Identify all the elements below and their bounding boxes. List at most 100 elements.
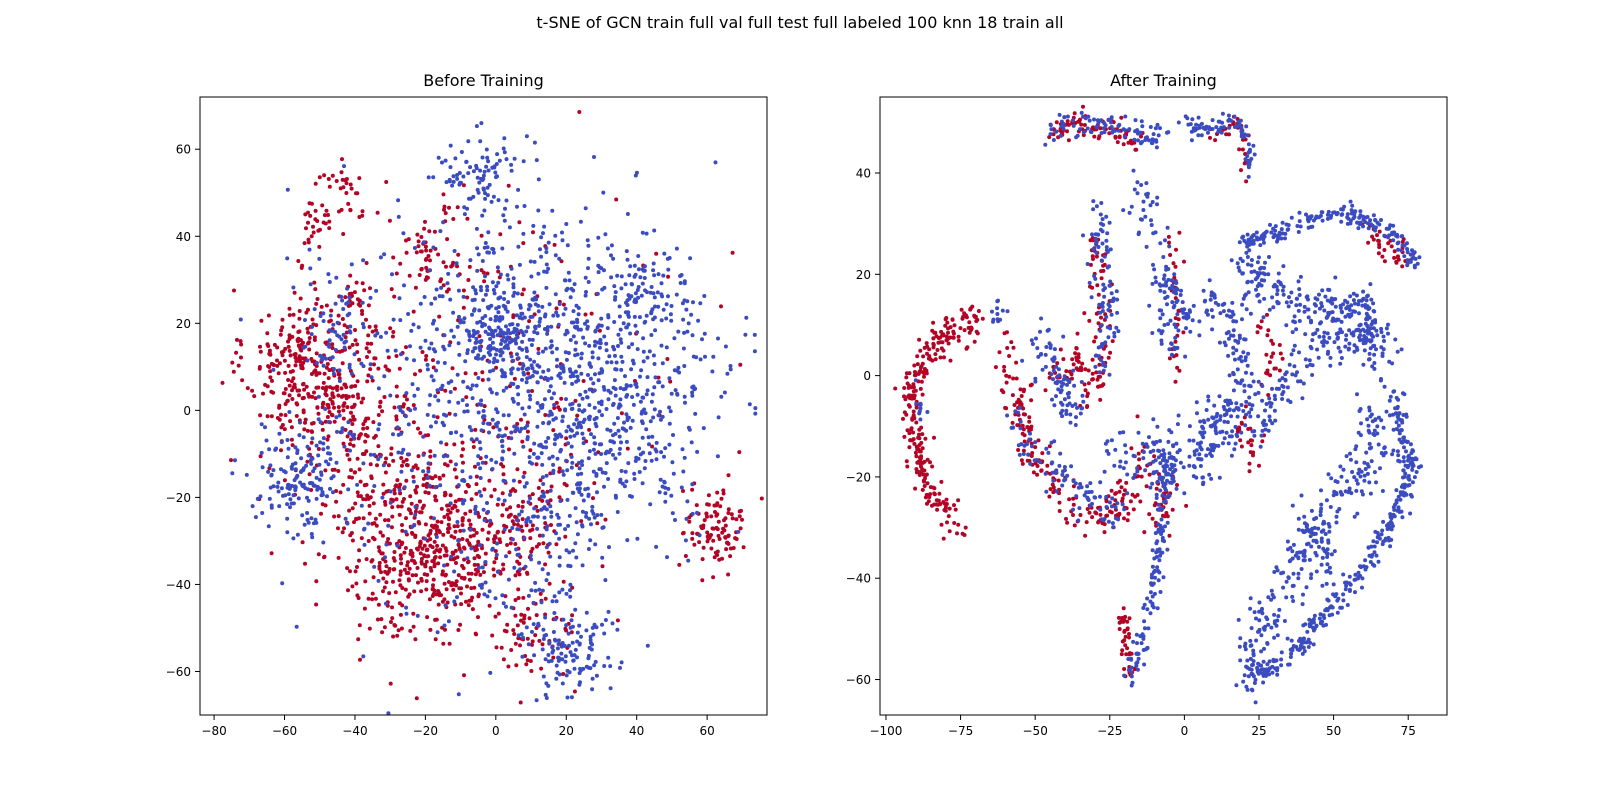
scatter-point: [575, 413, 580, 418]
scatter-point: [560, 419, 565, 424]
scatter-point: [1083, 388, 1088, 393]
scatter-point: [383, 555, 387, 560]
scatter-point: [494, 347, 499, 352]
scatter-point: [1268, 404, 1273, 409]
scatter-point: [545, 524, 550, 529]
scatter-point: [1208, 135, 1212, 140]
scatter-point: [444, 264, 448, 269]
scatter-point: [352, 520, 356, 525]
scatter-point: [643, 319, 648, 324]
scatter-point: [312, 466, 317, 471]
scatter-point: [432, 564, 437, 569]
scatter-point: [335, 320, 340, 325]
scatter-point: [402, 497, 406, 501]
scatter-point: [602, 484, 606, 489]
scatter-point: [524, 367, 529, 372]
scatter-point: [342, 401, 347, 406]
scatter-point: [441, 454, 446, 459]
scatter-point: [636, 254, 641, 258]
scatter-point: [383, 518, 387, 523]
scatter-point: [490, 546, 495, 551]
scatter-point: [618, 665, 622, 670]
scatter-point: [563, 332, 568, 337]
scatter-point: [538, 478, 543, 483]
scatter-point: [523, 426, 528, 430]
scatter-point: [690, 511, 695, 516]
scatter-point: [906, 403, 911, 408]
scatter-point: [537, 323, 542, 328]
scatter-point: [395, 425, 400, 430]
scatter-point: [511, 293, 516, 298]
scatter-point: [519, 417, 523, 422]
scatter-point: [1306, 225, 1311, 230]
scatter-point: [633, 272, 638, 277]
scatter-point: [360, 312, 365, 316]
scatter-point: [476, 353, 481, 358]
scatter-point: [530, 366, 535, 371]
scatter-point: [287, 348, 292, 353]
scatter-point: [463, 511, 468, 516]
scatter-point: [583, 312, 588, 317]
scatter-point: [291, 312, 296, 317]
scatter-point: [394, 384, 399, 389]
scatter-point: [388, 489, 393, 494]
scatter-point: [313, 396, 318, 401]
scatter-point: [352, 402, 357, 407]
scatter-point: [618, 327, 623, 332]
scatter-point: [494, 391, 499, 396]
scatter-point: [566, 424, 571, 429]
scatter-point: [314, 372, 319, 377]
scatter-point: [259, 450, 264, 455]
scatter-point: [453, 156, 458, 161]
scatter-point: [493, 170, 498, 175]
scatter-point: [452, 556, 457, 561]
scatter-point: [1227, 336, 1231, 341]
scatter-point: [1108, 509, 1112, 514]
scatter-point: [502, 498, 507, 503]
scatter-point: [587, 516, 592, 521]
scatter-point: [474, 336, 479, 341]
scatter-point: [528, 393, 532, 398]
scatter-point: [1122, 516, 1126, 521]
scatter-point: [918, 348, 923, 353]
scatter-point: [1271, 226, 1276, 231]
scatter-point: [413, 533, 418, 538]
scatter-point: [404, 478, 409, 483]
scatter-point: [239, 355, 243, 360]
scatter-point: [1117, 135, 1122, 140]
scatter-point: [524, 662, 529, 667]
scatter-point: [286, 378, 291, 382]
scatter-point: [1243, 355, 1248, 360]
scatter-point: [443, 627, 447, 632]
scatter-point: [1295, 370, 1299, 375]
scatter-point: [352, 470, 357, 475]
scatter-point: [919, 379, 924, 384]
scatter-point: [599, 316, 604, 321]
scatter-point: [448, 501, 453, 506]
scatter-point: [366, 373, 371, 378]
scatter-point: [279, 328, 284, 333]
scatter-point: [286, 339, 290, 344]
scatter-point: [461, 305, 466, 310]
scatter-point: [1222, 340, 1227, 345]
scatter-point: [267, 447, 272, 452]
scatter-point: [619, 440, 623, 445]
scatter-point: [275, 484, 280, 489]
scatter-point: [517, 220, 522, 225]
scatter-point: [641, 359, 646, 364]
scatter-point: [426, 554, 431, 559]
scatter-point: [474, 474, 479, 479]
scatter-point: [649, 311, 654, 316]
scatter-point: [1260, 384, 1265, 388]
scatter-point: [1249, 263, 1254, 268]
scatter-point: [398, 583, 403, 588]
scatter-point: [352, 417, 357, 422]
scatter-point: [558, 376, 563, 380]
scatter-point: [301, 345, 306, 350]
scatter-point: [1122, 488, 1127, 493]
scatter-point: [453, 504, 458, 509]
scatter-point: [282, 391, 287, 396]
scatter-point: [446, 619, 451, 624]
scatter-point: [1280, 356, 1285, 361]
scatter-point: [455, 324, 460, 329]
